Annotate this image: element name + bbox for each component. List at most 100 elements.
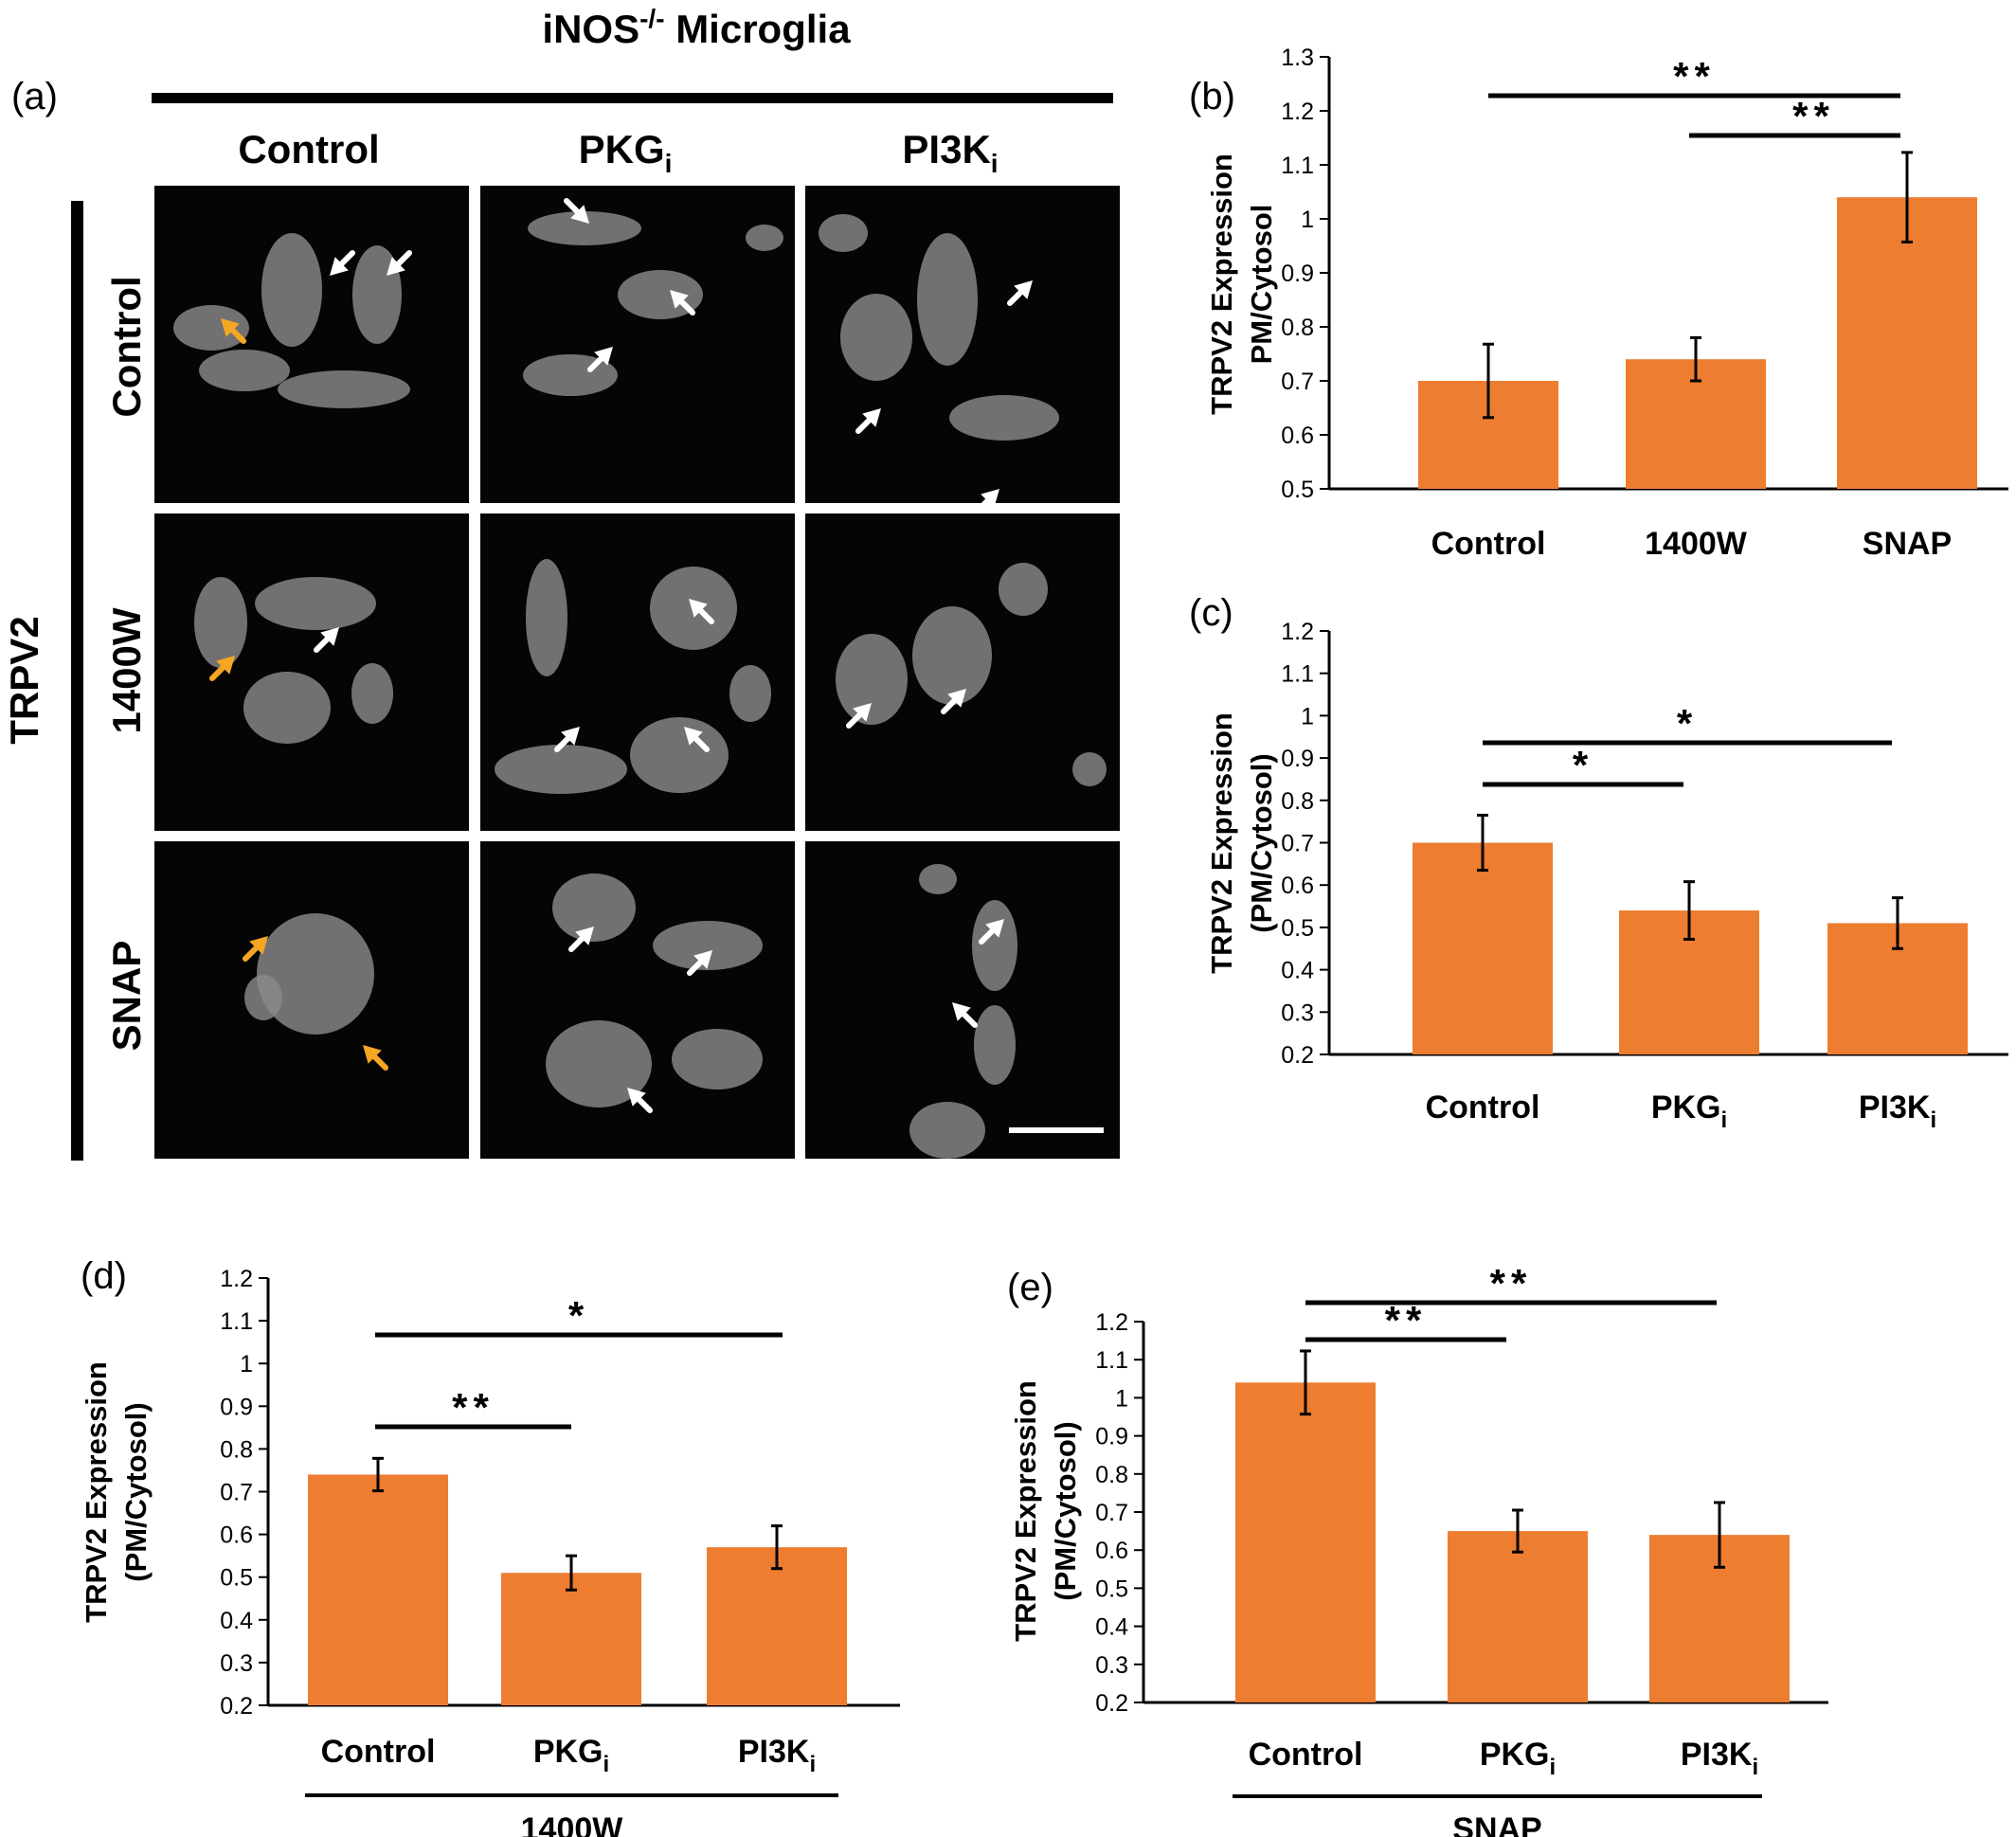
micrograph-1400w-control <box>154 513 469 831</box>
cell-body <box>255 577 376 630</box>
chart-c-tick-label: 0.5 <box>1281 915 1314 942</box>
cell-body <box>194 577 247 668</box>
chart-d-bar <box>707 1547 847 1705</box>
chart-b-tick-label: 0.8 <box>1281 315 1314 341</box>
white-arrow-icon <box>686 950 712 977</box>
cell-body <box>836 634 908 725</box>
cell-body <box>526 559 567 676</box>
chart-e-significance: ** <box>1305 1298 1506 1342</box>
cell-body <box>999 563 1048 616</box>
cell-body <box>257 913 374 1035</box>
white-arrow-icon <box>313 627 339 654</box>
white-arrow-icon <box>855 408 881 435</box>
chart-b-tick-label: 0.5 <box>1281 477 1314 503</box>
chart-e-tick-label: 0.7 <box>1095 1500 1128 1526</box>
chart-c-y-label: TRPV2 Expression (PM/Cytosol) <box>1205 712 1278 974</box>
cell-body <box>819 214 868 252</box>
chart-e-category-label: PI3Ki <box>1681 1737 1758 1780</box>
chart-b-tick-label: 0.9 <box>1281 261 1314 287</box>
chart-d-tick-label: 0.7 <box>220 1480 253 1506</box>
chart-c-significance: * <box>1483 701 1892 746</box>
chart-d-bar <box>308 1474 448 1705</box>
chart-e-tick-label: 0.4 <box>1095 1614 1128 1641</box>
chart-d-error-bar <box>771 1524 783 1571</box>
chart-d-error-bar <box>566 1554 577 1592</box>
chart-e-significance-label: ** <box>1385 1298 1428 1342</box>
white-arrow-icon <box>567 927 594 953</box>
cell-body <box>261 233 322 347</box>
chart-e-tick-label: 1.1 <box>1095 1347 1128 1374</box>
white-arrow-icon <box>586 347 613 373</box>
chart-d-letter: (d) <box>81 1255 127 1297</box>
chart-c-tick-label: 0.3 <box>1281 1000 1314 1026</box>
white-arrow-icon <box>952 1002 979 1029</box>
chart-e: (e) 0.2 0.3 0.4 0.5 0.6 0.7 0.8 0.9 1 1.1 1.2 TRPV2… <box>1007 1261 1828 1837</box>
chart-d-significance: ** <box>375 1385 571 1430</box>
white-arrow-icon <box>978 919 1004 946</box>
chart-c-category-label: PI3Ki <box>1859 1090 1936 1133</box>
cell-body <box>630 717 729 793</box>
chart-e-tick-label: 0.5 <box>1095 1576 1128 1602</box>
chart-c-letter: (c) <box>1189 592 1233 634</box>
chart-d-significance-label: * <box>568 1293 589 1338</box>
micrograph-1400w-pi3ki <box>805 513 1120 831</box>
chart-c-significance: * <box>1483 743 1683 787</box>
chart-e-group-label: SNAP <box>1452 1811 1541 1837</box>
micrograph-snap-control <box>154 841 469 1159</box>
white-arrow-icon <box>1006 280 1033 307</box>
col-header-pi3ki: PI3Ki <box>902 127 998 178</box>
cell-body <box>949 395 1059 441</box>
cell-body <box>653 921 763 970</box>
chart-c-bar <box>1413 842 1553 1054</box>
orange-arrow-icon <box>242 936 268 963</box>
cell-body <box>912 606 992 705</box>
white-arrow-icon <box>684 727 711 753</box>
chart-d: (d) 0.2 0.3 0.4 0.5 0.6 0.7 0.8 0.9 1 1.1 1.2 TRPV2… <box>80 1255 900 1837</box>
micrograph-control-control <box>154 186 469 503</box>
chart-e-error-bar <box>1714 1501 1725 1569</box>
chart-d-error-bar <box>372 1456 384 1493</box>
chart-d-tick-label: 0.6 <box>220 1522 253 1549</box>
row-label-snap: SNAP <box>104 941 149 1052</box>
chart-e-bar <box>1448 1531 1588 1702</box>
chart-b-tick-label: 1.3 <box>1281 45 1314 71</box>
chart-b-error-bar <box>1901 151 1913 244</box>
cell-body <box>278 370 410 408</box>
white-arrow-icon <box>973 489 999 515</box>
cell-body <box>173 305 249 351</box>
chart-c-error-bar <box>1477 813 1488 873</box>
cell-body <box>618 270 703 319</box>
chart-b-category-label: Control <box>1431 526 1546 562</box>
cell-body <box>552 873 636 942</box>
chart-c-tick-label: 0.4 <box>1281 958 1314 984</box>
cell-body <box>746 225 783 251</box>
orange-arrow-icon <box>221 318 247 345</box>
orange-arrow-icon <box>363 1045 389 1072</box>
chart-e-y-label: TRPV2 Expression (PM/Cytosol) <box>1009 1380 1082 1642</box>
chart-e-tick-label: 0.2 <box>1095 1690 1128 1717</box>
chart-d-group-label: 1400W <box>521 1811 624 1837</box>
white-arrow-icon <box>689 599 715 625</box>
white-arrow-icon <box>553 727 580 753</box>
chart-c-category-label: Control <box>1426 1090 1540 1126</box>
chart-e-error-bar <box>1300 1349 1311 1416</box>
cell-body <box>972 900 1017 991</box>
chart-c-tick-label: 0.7 <box>1281 831 1314 857</box>
chart-e-tick-label: 0.8 <box>1095 1462 1128 1488</box>
chart-b-significance-label: ** <box>1673 54 1716 99</box>
chart-e-tick-label: 1.2 <box>1095 1309 1128 1336</box>
chart-d-bar <box>501 1573 641 1705</box>
white-arrow-icon <box>670 290 696 316</box>
micrograph-control-pi3ki <box>805 186 1120 515</box>
col-header-pkgi: PKGi <box>579 127 673 178</box>
chart-c-tick-label: 1.1 <box>1281 661 1314 688</box>
white-arrow-icon <box>563 197 589 224</box>
cell-body <box>243 672 331 744</box>
chart-c-tick-label: 1.2 <box>1281 619 1314 645</box>
chart-b-tick-label: 1.2 <box>1281 99 1314 125</box>
row-label-1400w: 1400W <box>104 607 149 733</box>
panel-a-title-superscript: -/- <box>639 4 664 33</box>
cell-body <box>919 864 957 894</box>
chart-c-tick-label: 1 <box>1301 703 1314 729</box>
